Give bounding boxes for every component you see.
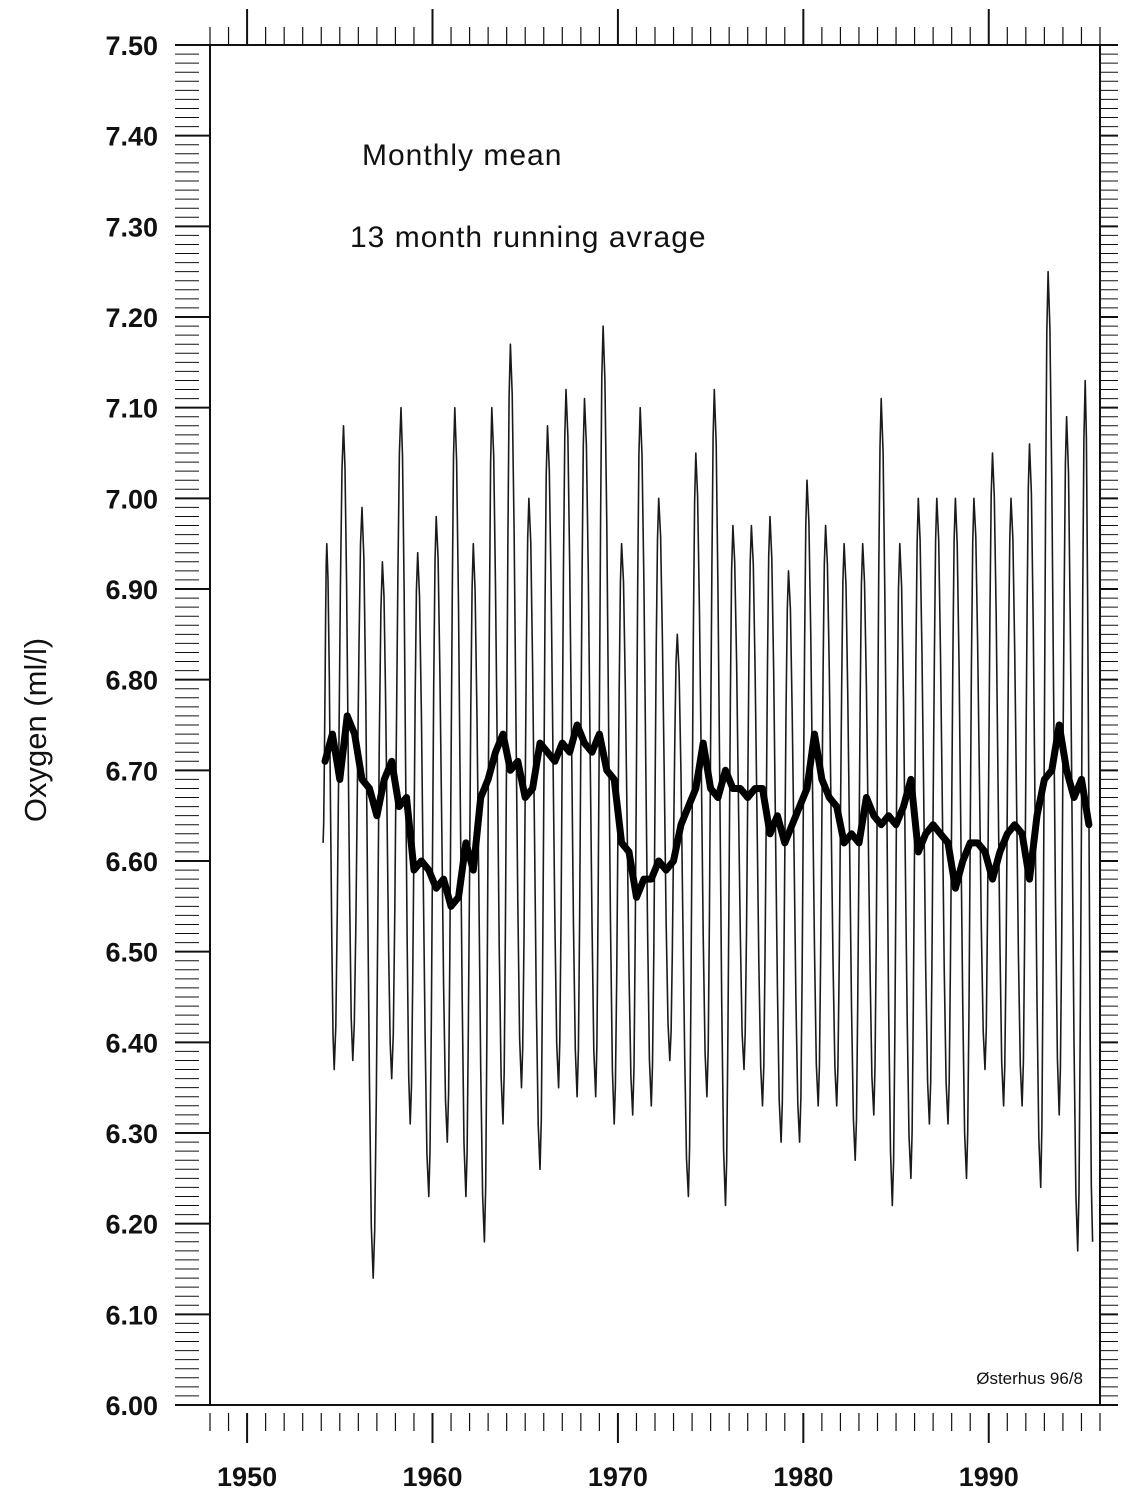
y-tick-label: 6.10 [105, 1300, 158, 1330]
annotation-monthly-mean: Monthly mean [362, 139, 562, 172]
y-tick-label: 6.80 [105, 666, 158, 696]
y-tick-label: 6.30 [105, 1119, 158, 1149]
series-layer [321, 270, 1094, 1279]
y-tick-label: 6.90 [105, 575, 158, 605]
y-tick-label: 7.40 [105, 122, 158, 152]
x-tick-label: 1970 [588, 1462, 648, 1492]
x-tick-label: 1960 [402, 1462, 462, 1492]
y-tick-label: 7.20 [105, 303, 158, 333]
monthly-mean-line [322, 270, 1094, 1279]
y-tick-label: 6.00 [105, 1391, 158, 1421]
y-tick-label: 6.50 [105, 938, 158, 968]
y-axis-label: Oxygen (ml/l) [18, 638, 53, 822]
x-tick-label: 1950 [217, 1462, 277, 1492]
y-tick-label: 6.60 [105, 847, 158, 877]
y-tick-label: 6.40 [105, 1028, 158, 1058]
annotation-running-average: 13 month running avrage [350, 221, 707, 254]
y-tick-label: 7.00 [105, 484, 158, 514]
axis-tick-labels: 6.00 6.10 6.20 6.30 6.40 6.50 6.60 6.70 6.80 6.90… [105, 31, 1018, 1492]
axis-ticks [175, 9, 1118, 1443]
running-average-line [321, 712, 1093, 910]
y-tick-label: 6.20 [105, 1210, 158, 1240]
credit-label: Østerhus 96/8 [976, 1369, 1083, 1388]
x-tick-label: 1990 [959, 1462, 1019, 1492]
x-tick-label: 1980 [773, 1462, 833, 1492]
y-tick-label: 6.70 [105, 756, 158, 786]
y-tick-label: 7.50 [105, 31, 158, 61]
y-tick-label: 7.30 [105, 212, 158, 242]
y-tick-label: 7.10 [105, 394, 158, 424]
